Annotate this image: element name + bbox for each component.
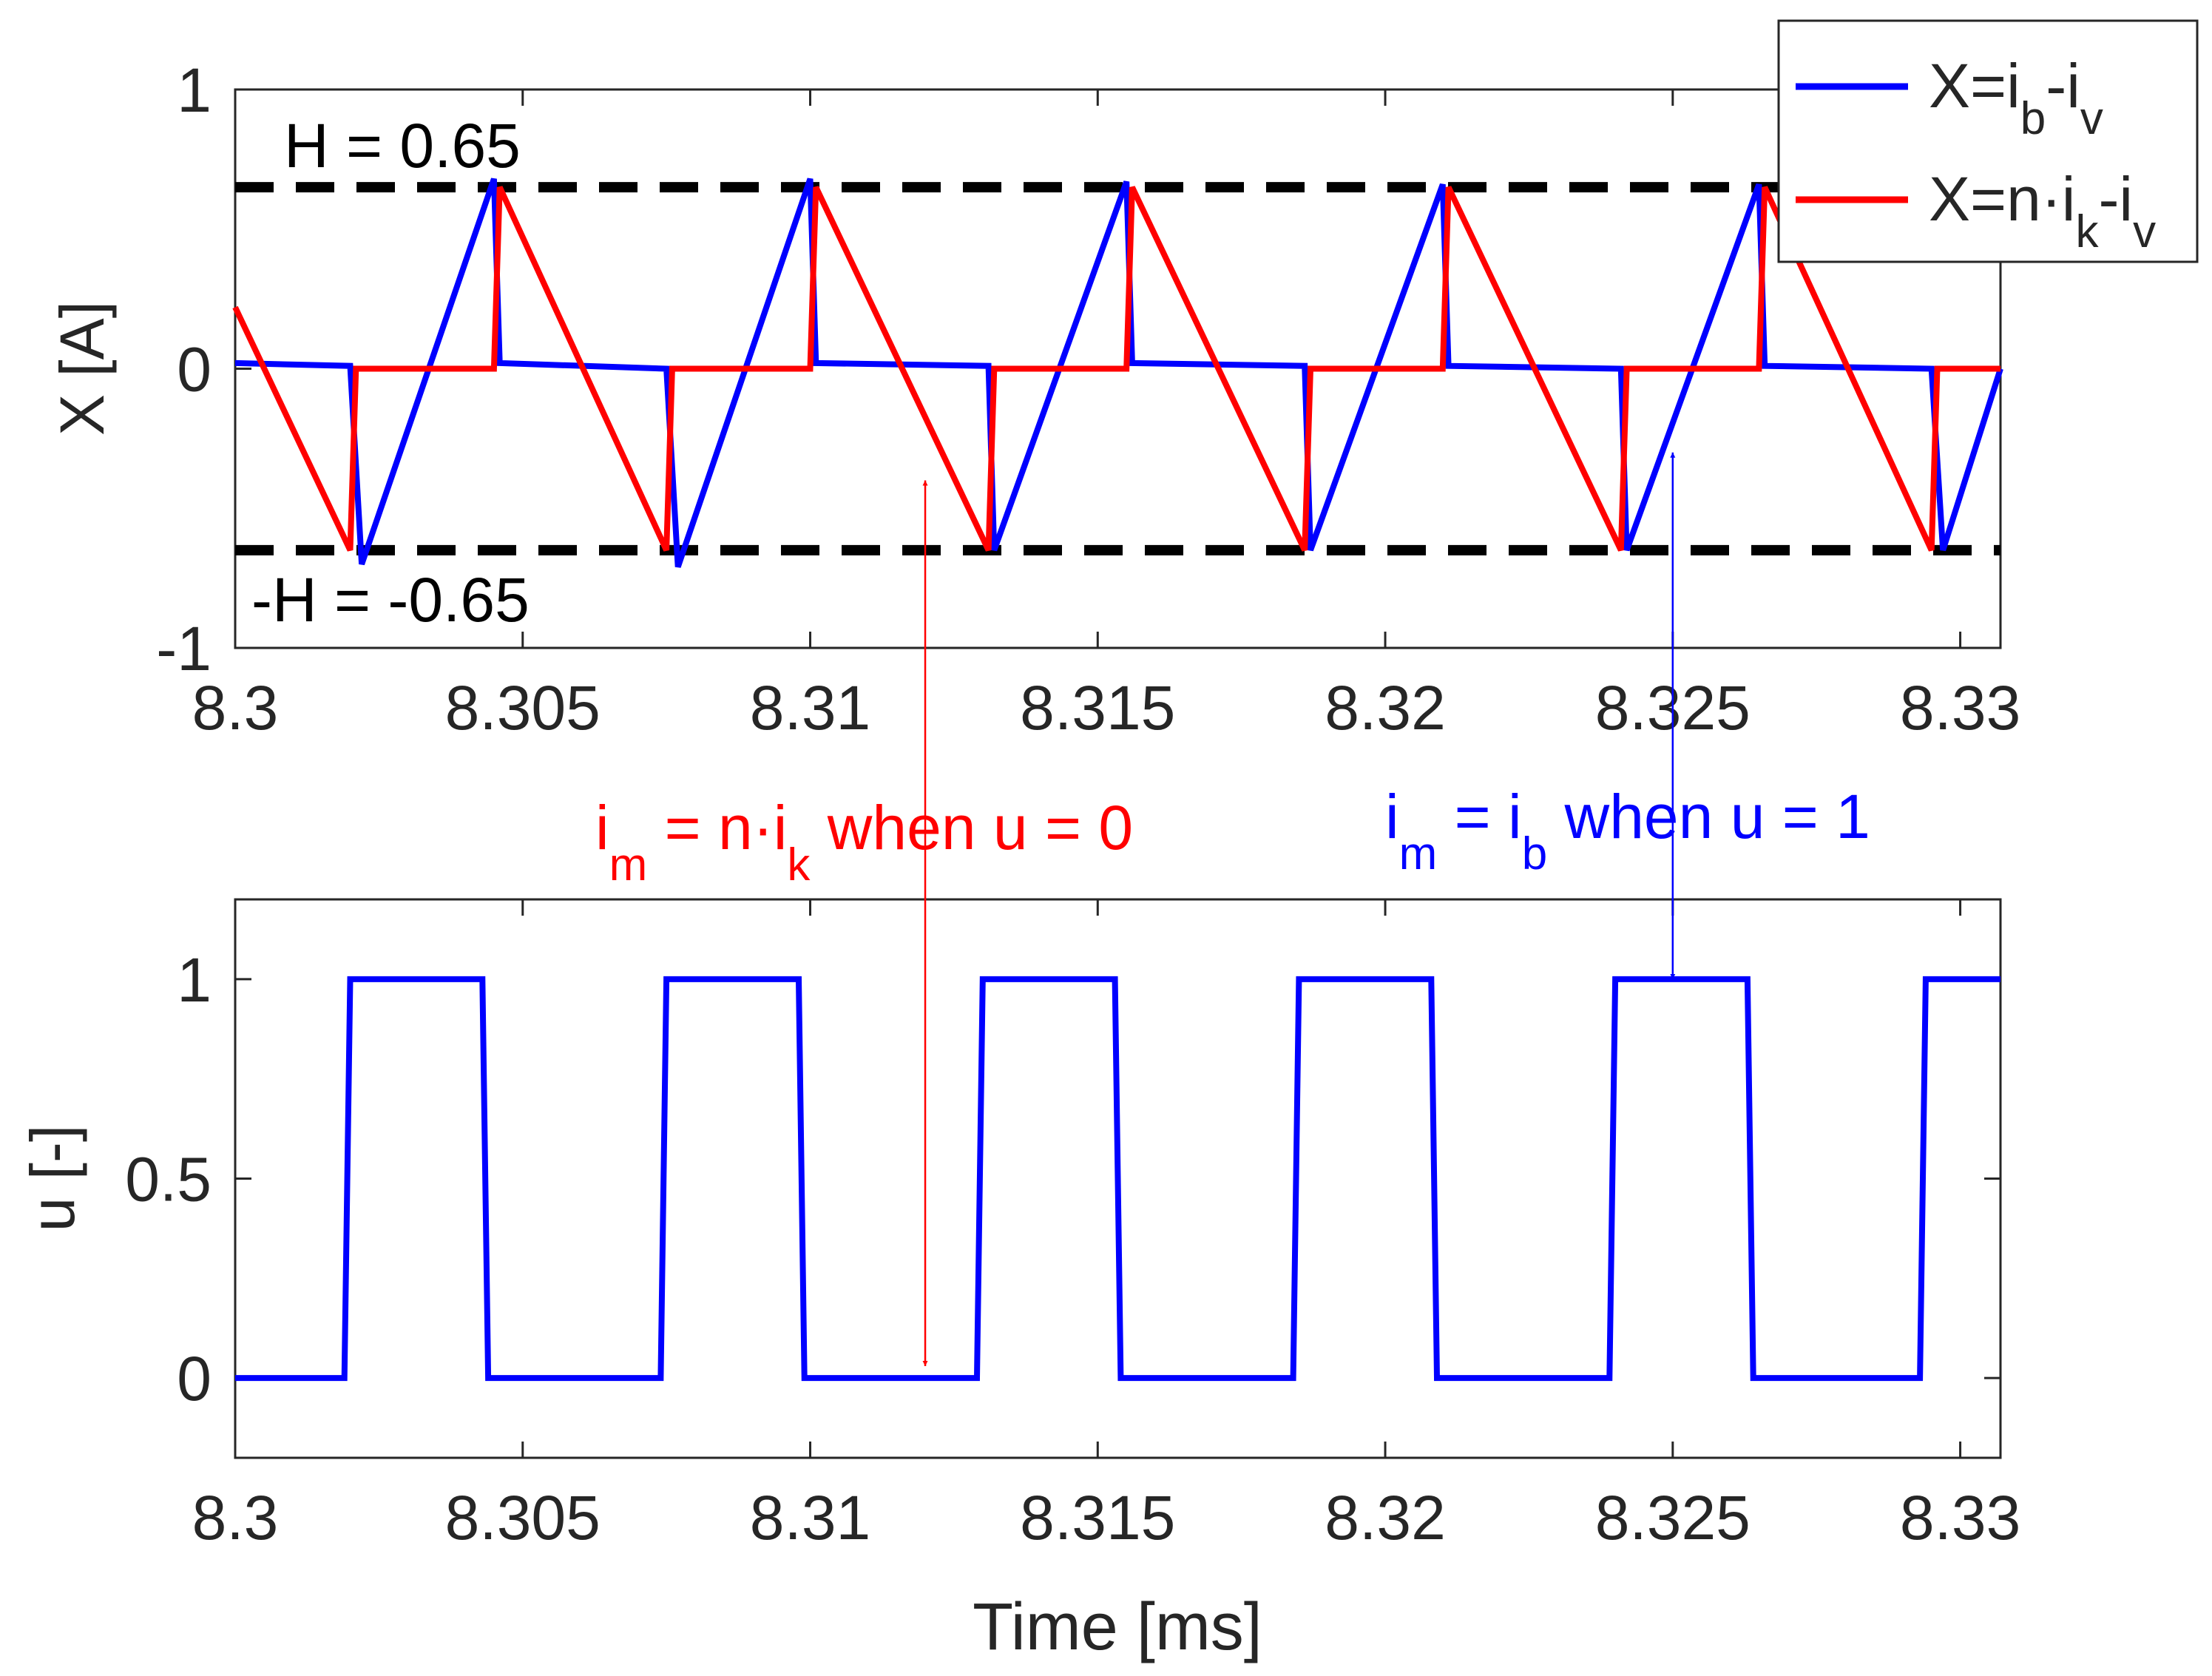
y-tick-label: 0 <box>177 1344 212 1413</box>
y-tick-label: 1 <box>177 945 212 1015</box>
legend-label-blue: X=ib-iv <box>1929 51 2103 144</box>
x-tick-label: 8.32 <box>1325 1483 1446 1552</box>
x-tick-label: 8.315 <box>1020 1483 1175 1552</box>
legend-label-red: X=n·ik-iv <box>1929 164 2156 257</box>
top-x-axis-ticks: 8.3 8.305 8.31 8.315 8.32 8.325 8.33 <box>192 89 2021 743</box>
bottom-series <box>235 976 2000 1382</box>
x-tick-label: 8.315 <box>1020 673 1175 743</box>
series-line-X=n·ik-iv <box>232 186 2000 552</box>
h-upper-label: H = 0.65 <box>284 111 521 180</box>
x-tick-label: 8.31 <box>750 1483 871 1552</box>
y-tick-label: 0 <box>177 335 212 405</box>
bottom-y-axis-ticks: 00.51 <box>125 945 2000 1413</box>
annotation-blue-text: im = ib when u = 1 <box>1385 782 1870 879</box>
bottom-x-axis-ticks: 8.3 8.305 8.31 8.315 8.32 8.325 8.33 <box>192 899 2021 1552</box>
x-tick-label: 8.31 <box>750 673 871 743</box>
x-tick-label: 8.305 <box>445 673 601 743</box>
y-tick-label: 1 <box>177 55 212 125</box>
top-y-axis-label: X [A] <box>47 301 117 436</box>
series-line-u <box>235 976 2000 1382</box>
bottom-plot: 8.3 8.305 8.31 8.315 8.32 8.325 8.33 00.51 u [… <box>18 898 2021 1664</box>
x-tick-label: 8.325 <box>1595 1483 1751 1552</box>
h-lower-label: -H = -0.65 <box>251 565 530 635</box>
x-tick-label: 8.33 <box>1900 673 2021 743</box>
annotation-red-text: im = n·ik when u = 0 <box>595 793 1133 891</box>
x-tick-label: 8.3 <box>192 1483 279 1552</box>
bottom-y-axis-label: u [-] <box>18 1125 87 1232</box>
legend: X=ib-iv X=n·ik-iv <box>1777 19 2199 263</box>
top-y-axis-ticks: -1 0 1 <box>156 55 2000 683</box>
bottom-x-axis-label: Time [ms] <box>973 1590 1262 1664</box>
y-tick-label: -1 <box>156 614 212 683</box>
x-tick-label: 8.33 <box>1900 1483 2021 1552</box>
top-plot: 8.3 8.305 8.31 8.315 8.32 8.325 8.33 -101 X [A… <box>47 55 2020 743</box>
top-series <box>232 178 2003 568</box>
legend-box <box>1777 19 2199 263</box>
x-tick-label: 8.305 <box>445 1483 601 1552</box>
x-tick-label: 8.3 <box>192 673 279 743</box>
annotations: im = n·ik when u = 0 im = ib when u = 1 <box>595 452 1870 1366</box>
y-tick-label: 0.5 <box>125 1145 212 1214</box>
x-tick-label: 8.32 <box>1325 673 1446 743</box>
top-reference-lines <box>235 182 2000 555</box>
